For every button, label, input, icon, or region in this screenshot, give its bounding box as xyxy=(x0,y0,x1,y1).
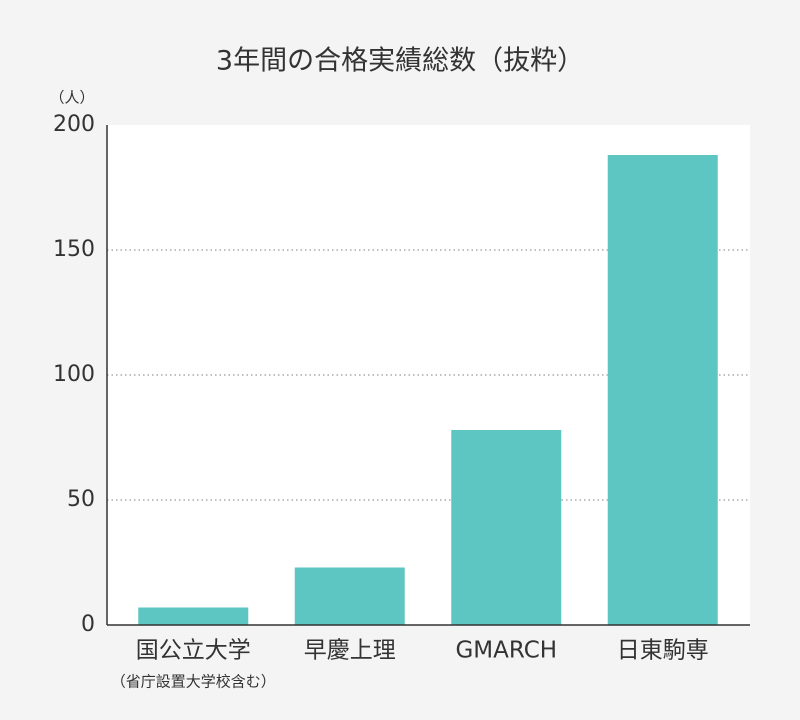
y-tick-label: 100 xyxy=(53,362,95,387)
x-tick-label: 早慶上理 xyxy=(304,638,396,664)
category-note: （省庁設置大学校含む） xyxy=(111,673,276,691)
y-tick-label: 0 xyxy=(81,612,95,637)
y-tick-label: 200 xyxy=(53,112,95,137)
x-tick-label: 国公立大学 xyxy=(136,638,251,664)
y-tick-label: 50 xyxy=(67,487,95,512)
bar xyxy=(294,567,405,625)
y-tick-label: 150 xyxy=(53,237,95,262)
bar xyxy=(451,430,562,625)
bar xyxy=(607,155,718,625)
x-tick-label: GMARCH xyxy=(455,638,557,664)
y-unit-label: （人） xyxy=(49,89,94,107)
chart-title: 3年間の合格実績総数（抜粋） xyxy=(216,46,584,77)
bar xyxy=(138,607,249,625)
x-tick-label: 日東駒専 xyxy=(617,638,709,664)
